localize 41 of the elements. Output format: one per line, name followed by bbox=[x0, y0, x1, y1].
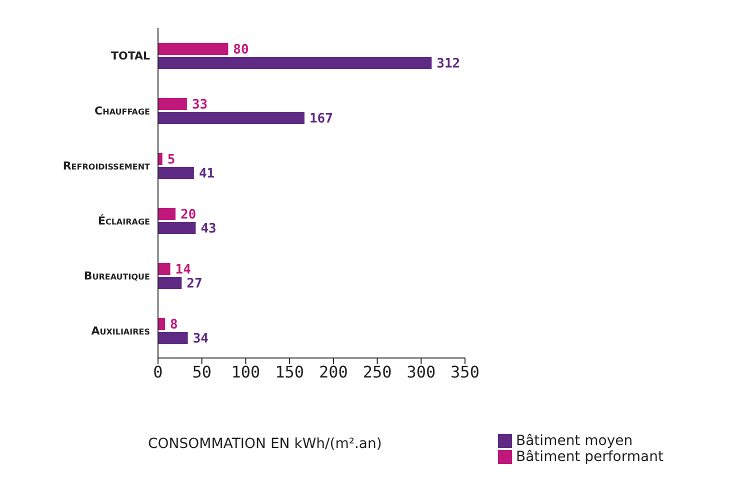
data-label: 27 bbox=[186, 276, 202, 292]
legend-label: Bâtiment moyen bbox=[516, 433, 633, 449]
bar bbox=[158, 332, 188, 344]
x-axis-title: CONSOMMATION EN kWh/(m².an) bbox=[148, 436, 382, 452]
y-tick-label: Bureautique bbox=[84, 269, 150, 282]
data-label: 80 bbox=[233, 42, 249, 58]
bar bbox=[158, 263, 170, 275]
bar bbox=[158, 57, 432, 69]
y-tick-label: Auxiliaires bbox=[91, 324, 150, 338]
data-label: 34 bbox=[192, 332, 209, 347]
legend-label: Bâtiment performant bbox=[516, 449, 664, 465]
x-tick-label: 100 bbox=[231, 362, 260, 382]
x-tick-label: 200 bbox=[318, 362, 348, 382]
bar bbox=[158, 167, 194, 179]
bar bbox=[158, 222, 196, 234]
x-tick-label: 150 bbox=[275, 362, 304, 382]
bar bbox=[158, 153, 162, 165]
x-tick-label: 350 bbox=[450, 362, 480, 382]
y-tick-label: TOTAL bbox=[110, 49, 150, 62]
x-tick-label: 0 bbox=[153, 362, 163, 382]
bar bbox=[158, 98, 187, 110]
bar bbox=[158, 208, 176, 220]
data-label: 312 bbox=[436, 56, 460, 72]
bar bbox=[158, 112, 304, 124]
data-label: 33 bbox=[192, 98, 208, 113]
data-label: 5 bbox=[167, 152, 176, 168]
data-label: 167 bbox=[309, 112, 333, 127]
y-tick-label: Chauffage bbox=[94, 104, 150, 118]
bar bbox=[158, 318, 166, 330]
data-label: 20 bbox=[180, 208, 196, 223]
data-label: 41 bbox=[198, 166, 215, 182]
data-label: 43 bbox=[200, 222, 216, 237]
y-tick-label: Refroidissement bbox=[62, 159, 151, 172]
x-tick-label: 50 bbox=[192, 362, 212, 382]
x-tick-label: 250 bbox=[362, 362, 392, 382]
y-tick-label: Éclairage bbox=[98, 213, 150, 228]
data-label: 8 bbox=[170, 318, 178, 333]
bar bbox=[158, 277, 182, 289]
x-tick-label: 300 bbox=[406, 362, 436, 382]
data-label: 14 bbox=[175, 262, 192, 278]
bar bbox=[158, 43, 228, 55]
